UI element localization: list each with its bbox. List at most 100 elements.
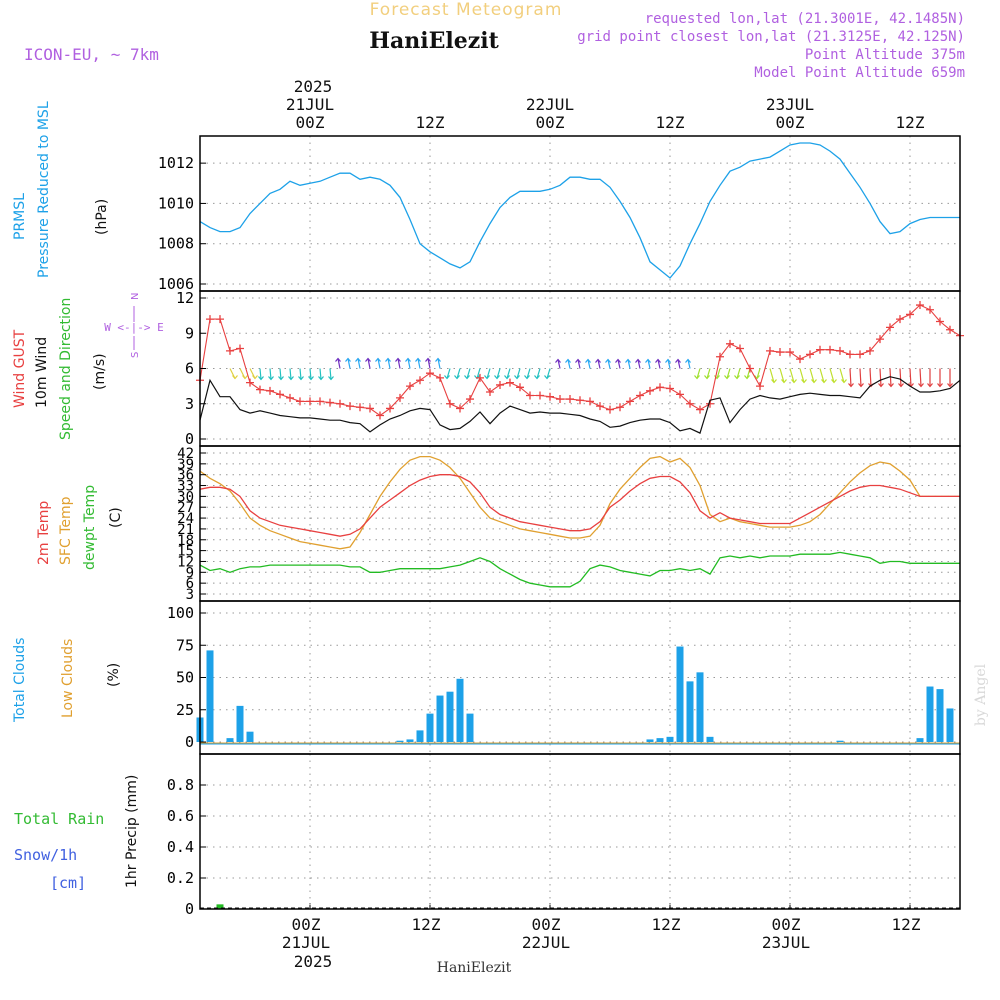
wind-direction-arrow [607, 359, 611, 369]
wind-gust-point [296, 397, 304, 406]
wind-gust-point [326, 398, 334, 407]
wind-direction-arrow [496, 368, 501, 379]
wind-gust-point [406, 382, 414, 391]
pressure-panel-frame [199, 135, 961, 292]
wind-arrow-head [771, 379, 777, 384]
bottom-year-label: 2025 [294, 952, 333, 971]
bottom-date-label: 22JUL [522, 933, 570, 952]
wind-gust-point [386, 404, 394, 413]
wind-arrow-head [395, 357, 401, 362]
wind-direction-arrow [299, 368, 302, 380]
wind-arrow-head [514, 375, 520, 380]
compass-rose: W <-|-> E N S [104, 293, 164, 358]
wind-gust-point [806, 350, 814, 359]
bottom-hour-label: 12Z [412, 915, 441, 934]
ytick-label-temp: 18 [177, 533, 194, 549]
wind-direction-arrow [829, 368, 835, 383]
cloud-bar [946, 708, 954, 742]
wind-gust-point [536, 391, 544, 400]
wind-direction-arrow [809, 368, 815, 383]
wind-direction-arrow [587, 359, 591, 369]
wind-gust-point [566, 395, 574, 404]
precip-panel-frame [199, 753, 961, 910]
wind-gust-point [726, 339, 734, 348]
wind-direction-arrow [909, 368, 912, 387]
compass-ew: W <-|-> E [104, 321, 164, 334]
compass-s: S [130, 352, 141, 358]
bottom-hour-label: 00Z [532, 915, 561, 934]
snow-unit-label: [cm] [50, 874, 86, 892]
sfc-temp-series [199, 455, 960, 550]
wind-gust-point [646, 386, 654, 395]
top-date-label: 23JUL [766, 95, 814, 114]
wind-arrow-head [744, 375, 750, 380]
wind-gust-point [286, 393, 294, 402]
wind-direction-arrow [546, 368, 551, 379]
wind-arrow-head [534, 375, 540, 380]
cloud-bar [916, 738, 924, 742]
wind-arrow-head [365, 357, 371, 362]
wind-arrow-head [781, 379, 787, 384]
cloud-bar [406, 739, 414, 742]
wind-gust-point [766, 346, 774, 355]
wind-direction-arrow [347, 358, 351, 369]
wind-direction-arrow [667, 359, 671, 369]
wind-gust-point [476, 373, 484, 382]
wind-arrow-head [831, 379, 837, 384]
ytick-label-precip: 0 [185, 900, 194, 918]
wind-direction-arrow [289, 368, 292, 380]
wind-gust-point [236, 344, 244, 353]
wind-direction-arrow [677, 359, 681, 369]
cloud-bar [226, 738, 234, 742]
ytick-label-temp: 36 [177, 468, 194, 484]
bottom-hour-label: 12Z [892, 915, 921, 934]
wind-arrow-head [841, 379, 847, 384]
wind-arrow-head [685, 358, 691, 363]
wind-arrow-head [878, 383, 884, 388]
wind-arrow-head [268, 376, 274, 381]
wind-gust-point [416, 376, 424, 385]
wind-gust-point [466, 395, 474, 404]
wind-arrow-head [801, 379, 807, 384]
wind-arrow-head [308, 376, 314, 381]
ytick-label-wind: 3 [185, 395, 194, 413]
wind-gust-point [436, 373, 444, 382]
wind-gust-point [246, 378, 254, 387]
t2m-series [199, 474, 960, 537]
wind-direction-arrow [657, 359, 661, 369]
point-altitude: Point Altitude 375m [805, 47, 965, 63]
wind-arrow-head [694, 375, 700, 380]
wind-arrow-head [298, 376, 304, 381]
ytick-label-temp: 15 [177, 544, 194, 560]
top-year-label: 2025 [294, 77, 333, 96]
cloud-bar [456, 678, 464, 742]
wind-gust-point [926, 305, 934, 314]
cloud-bar [236, 705, 244, 742]
ytick-label-temp: 42 [177, 446, 194, 462]
wind-arrow-head [585, 358, 591, 363]
dewpt-series [199, 551, 960, 588]
wind-gust-point [866, 346, 874, 355]
grid-lines [200, 136, 960, 910]
ytick-label-temp: 24 [177, 511, 194, 527]
wind-direction-arrow [476, 368, 481, 379]
wind-gust-point [256, 385, 264, 394]
top-hour-label: 12Z [416, 113, 445, 132]
wind-gust-point [716, 352, 724, 361]
ytick-label-clouds: 100 [167, 604, 194, 622]
wind-direction-arrow [617, 359, 621, 369]
prmsl-label: PRMSL [12, 193, 28, 240]
wind-direction-arrow [696, 368, 701, 379]
wind-gust-point [346, 402, 354, 411]
wind-direction-arrow [627, 359, 631, 369]
wind-arrow-head [232, 375, 238, 380]
wind-gust-point [796, 355, 804, 364]
wind-direction-arrow [516, 368, 521, 379]
top-hour-label: 00Z [776, 113, 805, 132]
wind-direction-arrow [637, 359, 641, 369]
cloud-bar [686, 681, 694, 742]
ytick-label-wind: 0 [185, 430, 194, 448]
compass-n: N [130, 293, 141, 300]
wind-arrow-head [258, 376, 264, 381]
